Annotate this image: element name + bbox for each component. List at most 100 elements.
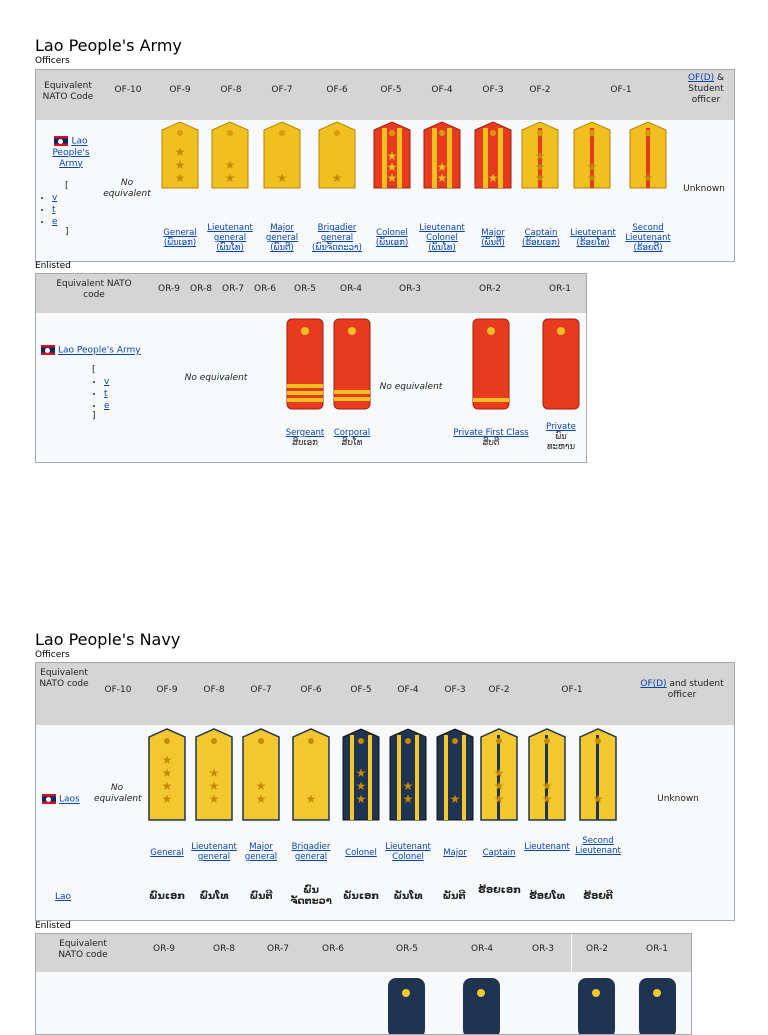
header-or5: OR-5 bbox=[294, 284, 316, 294]
army-of1a-insignia bbox=[573, 121, 611, 189]
header-of2: OF-2 bbox=[488, 685, 510, 695]
army-of4-insignia bbox=[423, 121, 461, 189]
svg-text:★: ★ bbox=[494, 779, 505, 793]
header-or8: OR-8 bbox=[213, 944, 235, 954]
navy-lao-second-lieutenant: ຮ້ອຍຕີ bbox=[583, 891, 613, 902]
header-or2: OR-2 bbox=[479, 284, 501, 294]
edit-link[interactable]: e bbox=[52, 217, 58, 227]
army-enlisted-unit: Lao People's Army bbox=[41, 345, 141, 357]
svg-text:★: ★ bbox=[593, 792, 604, 806]
navy-rank-major: Major bbox=[443, 848, 467, 858]
view-link[interactable]: v bbox=[104, 377, 110, 387]
army-rank-general: General (ພົນເອກ) bbox=[163, 228, 197, 248]
navy-officer-buttons bbox=[164, 738, 601, 744]
ofd-link[interactable]: OF(D) bbox=[640, 679, 667, 689]
svg-text:★: ★ bbox=[356, 792, 367, 806]
svg-text:★: ★ bbox=[162, 792, 173, 806]
navy-lao-lieutenant-general: ພົນໂທ bbox=[199, 891, 229, 902]
svg-text:★: ★ bbox=[437, 171, 448, 185]
navy-enlisted-table: Equivalent NATO code OR-9 OR-8 OR-7 OR-6… bbox=[35, 933, 692, 1035]
header-or3: OR-3 bbox=[399, 284, 421, 294]
svg-text:★: ★ bbox=[587, 160, 598, 174]
svg-text:★: ★ bbox=[209, 779, 220, 793]
svg-text:★: ★ bbox=[356, 766, 367, 780]
navy-lao-lieutenant: ຮ້ອຍໂທ bbox=[528, 891, 566, 902]
navy-rank-colonel: Colonel bbox=[345, 848, 377, 858]
svg-text:★: ★ bbox=[175, 171, 186, 185]
svg-text:★: ★ bbox=[643, 171, 654, 185]
navy-lao-colonel: ພັນເອກ bbox=[342, 891, 380, 902]
talk-link[interactable]: t bbox=[52, 205, 56, 215]
navy-rank-major-general: Major general bbox=[244, 842, 278, 862]
navy-lao-link[interactable]: Lao bbox=[55, 892, 72, 902]
navy-gold-board-stripes bbox=[497, 735, 599, 820]
header-nato-code: Equivalent NATO code bbox=[39, 668, 89, 689]
army-unit-link[interactable]: Lao People's Army bbox=[52, 136, 90, 169]
svg-text:★: ★ bbox=[387, 160, 398, 174]
header-of6: OF-6 bbox=[326, 85, 348, 95]
svg-text:★: ★ bbox=[256, 779, 267, 793]
header-of1: OF-1 bbox=[610, 85, 632, 95]
navy-or1-insignia bbox=[639, 978, 676, 1034]
svg-text:★: ★ bbox=[450, 792, 461, 806]
header-or4: OR-4 bbox=[340, 284, 362, 294]
svg-text:★: ★ bbox=[306, 792, 317, 806]
army-officer-table: Equivalent NATO Code OF-10 OF-9 OF-8 OF-… bbox=[35, 69, 735, 262]
navy-rank-captain: Captain bbox=[482, 848, 516, 858]
army-of3-insignia bbox=[474, 121, 512, 189]
header-ofd: OF(D) & Student officer bbox=[687, 73, 725, 105]
talk-link[interactable]: t bbox=[104, 389, 108, 399]
navy-lao-captain: ຮ້ອຍເອກ bbox=[478, 885, 521, 896]
army-unit-cell: Lao People's Army bbox=[46, 136, 96, 170]
laos-flag-icon bbox=[54, 136, 69, 146]
navy-officers-label: Officers bbox=[35, 650, 70, 660]
svg-text:★: ★ bbox=[175, 158, 186, 172]
header-of9: OF-9 bbox=[156, 685, 178, 695]
laos-flag-icon bbox=[42, 794, 56, 804]
navy-rank-lieutenant-colonel: Lieutenant Colonel bbox=[385, 842, 431, 862]
navy-rank-general: General bbox=[150, 848, 184, 858]
svg-text:★: ★ bbox=[225, 158, 236, 172]
header-or5: OR-5 bbox=[396, 944, 418, 954]
army-rank-lieutenant-general: Lieutenant general (ພົນໂທ) bbox=[207, 223, 253, 253]
army-rank-corporal: Corporal ສິບໂທ bbox=[333, 428, 371, 448]
army-of2-insignia bbox=[521, 121, 559, 189]
svg-text:★: ★ bbox=[494, 766, 505, 780]
header-of8: OF-8 bbox=[203, 685, 225, 695]
army-or3-no-equivalent: No equivalent bbox=[379, 382, 443, 392]
header-of2: OF-2 bbox=[529, 85, 551, 95]
army-of8-insignia bbox=[211, 121, 249, 189]
navy-rank-lieutenant-general: Lieutenant general bbox=[191, 842, 237, 862]
ofd-link[interactable]: OF(D) bbox=[687, 73, 715, 83]
army-enlisted-table: Equivalent NATO code OR-9 OR-8 OR-7 OR-6… bbox=[35, 273, 587, 463]
army-corporal-insignia bbox=[333, 318, 371, 410]
navy-rank-brigadier-general: Brigadier general bbox=[291, 842, 331, 862]
edit-link[interactable]: e bbox=[104, 401, 110, 411]
svg-text:★: ★ bbox=[535, 149, 546, 163]
header-or6: OR-6 bbox=[254, 284, 276, 294]
navy-enlisted-label: Enlisted bbox=[35, 921, 71, 931]
svg-text:★: ★ bbox=[162, 753, 173, 767]
navy-title: Lao People's Navy bbox=[35, 630, 181, 649]
army-rank-second-lieutenant: Second Lieutenant (ຮ້ອຍຕີ) bbox=[625, 223, 671, 253]
navy-unit-cell: Laos bbox=[42, 794, 80, 806]
header-of5: OF-5 bbox=[350, 685, 372, 695]
navy-officer-header bbox=[36, 663, 734, 725]
navy-lao-lieutenant-colonel: ພັນໂທ bbox=[393, 891, 423, 902]
army-sergeant-insignia bbox=[286, 318, 324, 410]
navy-enlisted-insignia bbox=[388, 978, 676, 1034]
army-rank-sergeant: Sergeant ສິບເອກ bbox=[285, 428, 325, 448]
header-or6: OR-6 bbox=[322, 944, 344, 954]
navy-officer-insignia: ★★★★ ★★★ ★★ ★ ★★★ ★★ ★ ★★★ ★★ ★ bbox=[148, 728, 617, 821]
army-officer-insignia: ★★★ ★★ ★ ★ ★★★ ★★ ★ ★★★ ★★ ★ bbox=[161, 121, 667, 189]
svg-text:★: ★ bbox=[542, 792, 553, 806]
army-or9-6-no-equivalent: No equivalent bbox=[184, 373, 248, 383]
svg-text:★: ★ bbox=[225, 171, 236, 185]
header-or2: OR-2 bbox=[586, 944, 608, 954]
header-of8: OF-8 bbox=[220, 85, 242, 95]
svg-text:★: ★ bbox=[535, 171, 546, 185]
view-link[interactable]: v bbox=[52, 193, 58, 203]
army-enlisted-insignia bbox=[286, 318, 580, 410]
army-rank-major-general: Major general (ພົນຕີ) bbox=[265, 223, 299, 253]
header-or1: OR-1 bbox=[549, 284, 571, 294]
